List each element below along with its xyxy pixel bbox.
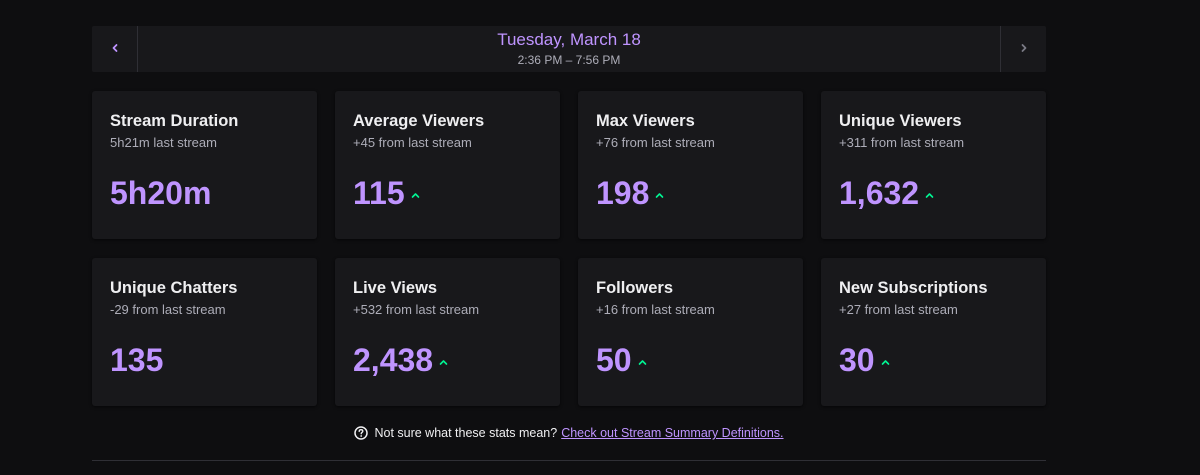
stat-title: Max Viewers — [596, 112, 695, 130]
stat-title: Average Viewers — [353, 112, 485, 130]
trend-up-icon — [655, 192, 664, 199]
question-circle-icon — [354, 426, 369, 440]
stat-value: 2,438 — [353, 342, 434, 378]
date-navigator: Tuesday, March 18 2:36 PM – 7:56 PM — [92, 26, 1046, 72]
stat-card-unique-chatters: Unique Chatters -29 from last stream 135 — [92, 258, 317, 406]
stat-title: Live Views — [353, 279, 438, 297]
chevron-left-icon — [110, 40, 120, 58]
stat-comparison: -29 from last stream — [110, 302, 226, 317]
stat-comparison: +27 from last stream — [839, 302, 958, 317]
stat-value: 135 — [110, 342, 164, 378]
stat-card-followers: Followers +16 from last stream 50 — [578, 258, 803, 406]
stat-comparison: +76 from last stream — [596, 135, 715, 150]
stat-card-stream-duration: Stream Duration 5h21m last stream 5h20m — [92, 91, 317, 239]
stream-time-range: 2:36 PM – 7:56 PM — [517, 53, 621, 67]
stat-title: Unique Viewers — [839, 112, 962, 130]
help-text: Not sure what these stats mean? — [374, 426, 558, 440]
stat-value: 198 — [596, 175, 650, 211]
stats-help: Not sure what these stats mean? Check ou… — [92, 426, 1046, 440]
stat-card-unique-viewers: Unique Viewers +311 from last stream 1,6… — [821, 91, 1046, 239]
stat-value: 1,632 — [839, 175, 920, 211]
chevron-right-icon — [1019, 40, 1029, 58]
stream-summary: Tuesday, March 18 2:36 PM – 7:56 PM Stre… — [92, 26, 1046, 461]
stat-value: 30 — [839, 342, 875, 378]
stat-comparison: +16 from last stream — [596, 302, 715, 317]
date-display: Tuesday, March 18 2:36 PM – 7:56 PM — [138, 26, 1000, 72]
stat-comparison: +45 from last stream — [353, 135, 472, 150]
stat-card-max-viewers: Max Viewers +76 from last stream 198 — [578, 91, 803, 239]
stat-comparison: +532 from last stream — [353, 302, 480, 317]
stat-value: 5h20m — [110, 175, 212, 211]
stat-card-average-viewers: Average Viewers +45 from last stream 115 — [335, 91, 560, 239]
stream-date: Tuesday, March 18 — [497, 30, 641, 49]
divider — [92, 460, 1046, 461]
stats-grid: Stream Duration 5h21m last stream 5h20m … — [92, 91, 1046, 406]
next-stream-button[interactable] — [1000, 26, 1046, 72]
stat-card-live-views: Live Views +532 from last stream 2,438 — [335, 258, 560, 406]
stat-comparison: +311 from last stream — [839, 135, 965, 150]
stat-value: 115 — [353, 175, 405, 211]
stat-title: Stream Duration — [110, 112, 239, 130]
stat-value: 50 — [596, 342, 632, 378]
trend-up-icon — [411, 192, 420, 199]
previous-stream-button[interactable] — [92, 26, 138, 72]
stat-comparison: 5h21m last stream — [110, 135, 217, 150]
stat-title: Followers — [596, 279, 674, 297]
stream-summary-definitions-link[interactable]: Check out Stream Summary Definitions. — [561, 426, 784, 440]
stat-title: New Subscriptions — [839, 279, 988, 297]
stat-card-new-subscriptions: New Subscriptions +27 from last stream 3… — [821, 258, 1046, 406]
trend-up-icon — [638, 359, 647, 366]
trend-up-icon — [439, 359, 448, 366]
trend-up-icon — [925, 192, 934, 199]
stat-title: Unique Chatters — [110, 279, 238, 297]
trend-up-icon — [881, 359, 890, 366]
